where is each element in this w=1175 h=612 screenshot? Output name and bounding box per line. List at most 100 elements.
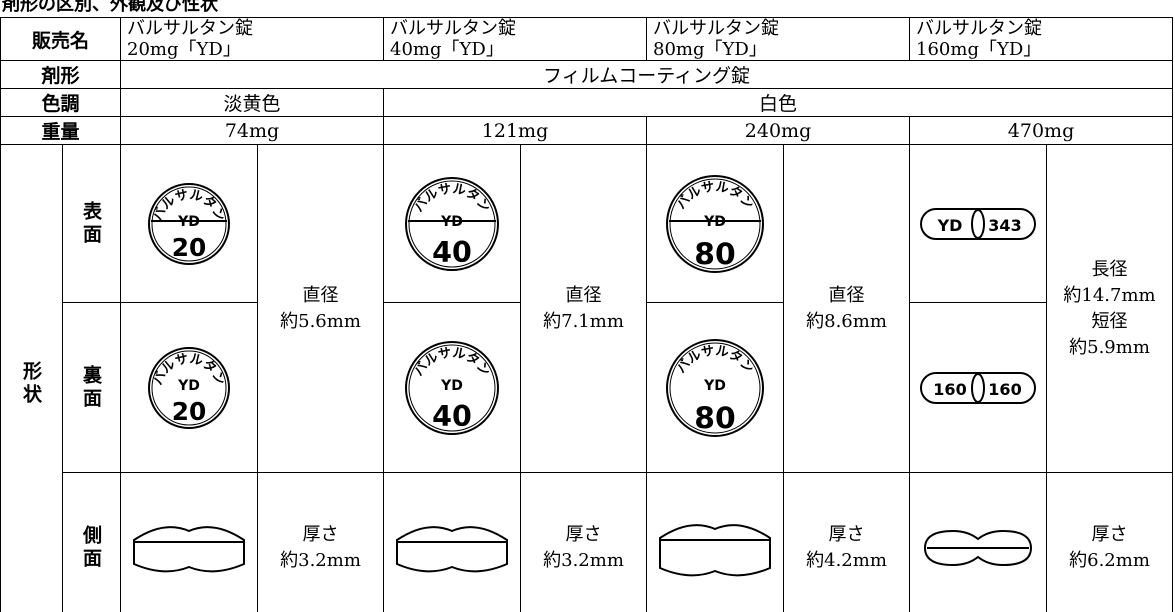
- thickness-label: 厚さ: [302, 523, 339, 545]
- thickness-label: 厚さ: [828, 523, 865, 545]
- header-label: 販売名: [0, 17, 122, 61]
- row-label: 形状: [0, 144, 63, 612]
- tablet-back: バルサルタン YD 20: [120, 302, 259, 473]
- side-outline: [924, 529, 1033, 566]
- imprint: YD: [703, 378, 726, 394]
- tablet-back: バルサルタン YD 40: [383, 302, 522, 473]
- size: 直径約7.1mm: [520, 144, 648, 473]
- weight-value: 240mg: [646, 116, 911, 145]
- thickness-label: 厚さ: [565, 523, 602, 545]
- row-label: 剤形: [0, 60, 122, 89]
- tablet-rim: [669, 342, 761, 433]
- product: バルサルタン錠 80mg「YD」: [646, 17, 911, 61]
- imprint: 40: [432, 236, 472, 269]
- tablet-drawing: [133, 525, 246, 572]
- size-value: 約14.7mm: [1063, 284, 1156, 306]
- tablet-outline: [405, 176, 500, 271]
- tablet-drawing: [924, 529, 1033, 566]
- tablet-front: バルサルタン YD 40: [383, 144, 522, 303]
- weight-value: 121mg: [383, 116, 648, 145]
- spec-table: 販売名 バルサルタン錠 20mg「YD」 バルサルタン錠 40mg「YD」 バルサル…: [0, 17, 1174, 612]
- thickness-value: 約3.2mm: [543, 549, 624, 571]
- product-name: バルサルタン錠: [653, 18, 780, 40]
- product: バルサルタン錠 160mg「YD」: [909, 17, 1174, 61]
- tablet-outline: [148, 346, 231, 429]
- size-value: 約7.1mm: [543, 310, 624, 332]
- size-value: 約5.9mm: [1069, 336, 1150, 358]
- size-value: 約5.6mm: [280, 310, 361, 332]
- size: 直径 約5.6mm: [257, 144, 385, 473]
- imprint: 80: [694, 401, 735, 436]
- imprint: 20: [172, 233, 207, 262]
- product-name: バルサルタン錠: [127, 18, 254, 40]
- size-label: 直径: [565, 284, 602, 306]
- tablet-outline: [666, 174, 765, 273]
- tablet-rim: [151, 186, 227, 261]
- tablet-front: バルサルタン YD 80: [646, 144, 785, 303]
- thickness: 厚さ約6.2mm: [1046, 472, 1174, 612]
- tablet-outline: [666, 338, 765, 437]
- score: [971, 372, 986, 403]
- imprint: 80: [694, 237, 735, 272]
- size: 直径 約8.6mm: [783, 144, 911, 473]
- tablet-drawing: YD 343: [920, 207, 1037, 240]
- tablet-rim: [669, 178, 761, 269]
- sub-label: 裏面: [61, 302, 122, 473]
- weight-value: 470mg: [909, 116, 1174, 145]
- imprint: YD: [440, 214, 463, 230]
- tablet-side: [120, 472, 259, 612]
- tablet-side: [646, 472, 785, 612]
- product-strength: 80mg「YD」: [653, 39, 767, 60]
- tablet-drawing: 160 160: [920, 371, 1037, 404]
- tablet-rim: [151, 350, 227, 425]
- tablet-side: [383, 472, 522, 612]
- row-label: 重量: [0, 116, 122, 145]
- imprint: YD: [177, 214, 200, 230]
- side-outline: [659, 523, 772, 576]
- product: バルサルタン錠 20mg「YD」: [120, 17, 385, 61]
- imprint: YD: [703, 214, 726, 230]
- product: バルサルタン錠 40mg「YD」: [383, 17, 648, 61]
- tablet-back: 160 160: [909, 302, 1048, 473]
- sub-label: 側面: [61, 472, 122, 612]
- thickness: 厚さ約4.2mm: [783, 472, 911, 612]
- thickness-value: 約6.2mm: [1069, 549, 1150, 571]
- imprint: 20: [172, 397, 207, 426]
- thickness: 厚さ約3.2mm: [257, 472, 385, 612]
- tablet-front: バルサルタン YD 20: [120, 144, 259, 303]
- tablet-front: YD 343: [909, 144, 1048, 303]
- imprint: 160: [933, 380, 966, 399]
- tablet-drawing: [659, 523, 772, 576]
- size-label: 長径: [1091, 258, 1128, 280]
- form-value: フィルムコーティング錠: [120, 60, 1174, 89]
- size-label: 直径: [828, 284, 865, 306]
- title: 剤形の区別、外観及び性状: [2, 0, 218, 15]
- product-strength: 160mg「YD」: [916, 39, 1042, 60]
- imprint: YD: [177, 378, 200, 394]
- thickness-value: 約3.2mm: [280, 549, 361, 571]
- tablet-side: [909, 472, 1048, 612]
- thickness-label: 厚さ: [1091, 523, 1128, 545]
- color-value: 淡黄色: [120, 88, 385, 117]
- sub-label: 表面: [61, 144, 122, 303]
- thickness-value: 約4.2mm: [806, 549, 887, 571]
- tablet-outline: [148, 182, 231, 265]
- imprint: YD: [937, 216, 963, 235]
- size: 長径 約14.7mm 短径 約5.9mm: [1046, 144, 1174, 473]
- tablet-outline: [405, 340, 500, 435]
- side-outline: [396, 525, 509, 572]
- tablet-rim: [408, 180, 496, 267]
- imprint: 40: [432, 400, 472, 433]
- row-label: 色調: [0, 88, 122, 117]
- product-strength: 40mg「YD」: [390, 39, 504, 60]
- tablet-rim: [408, 344, 496, 431]
- color-value: 白色: [383, 88, 1174, 117]
- tablet-drawing: [396, 525, 509, 572]
- imprint: YD: [440, 378, 463, 394]
- thickness: 厚さ約3.2mm: [520, 472, 648, 612]
